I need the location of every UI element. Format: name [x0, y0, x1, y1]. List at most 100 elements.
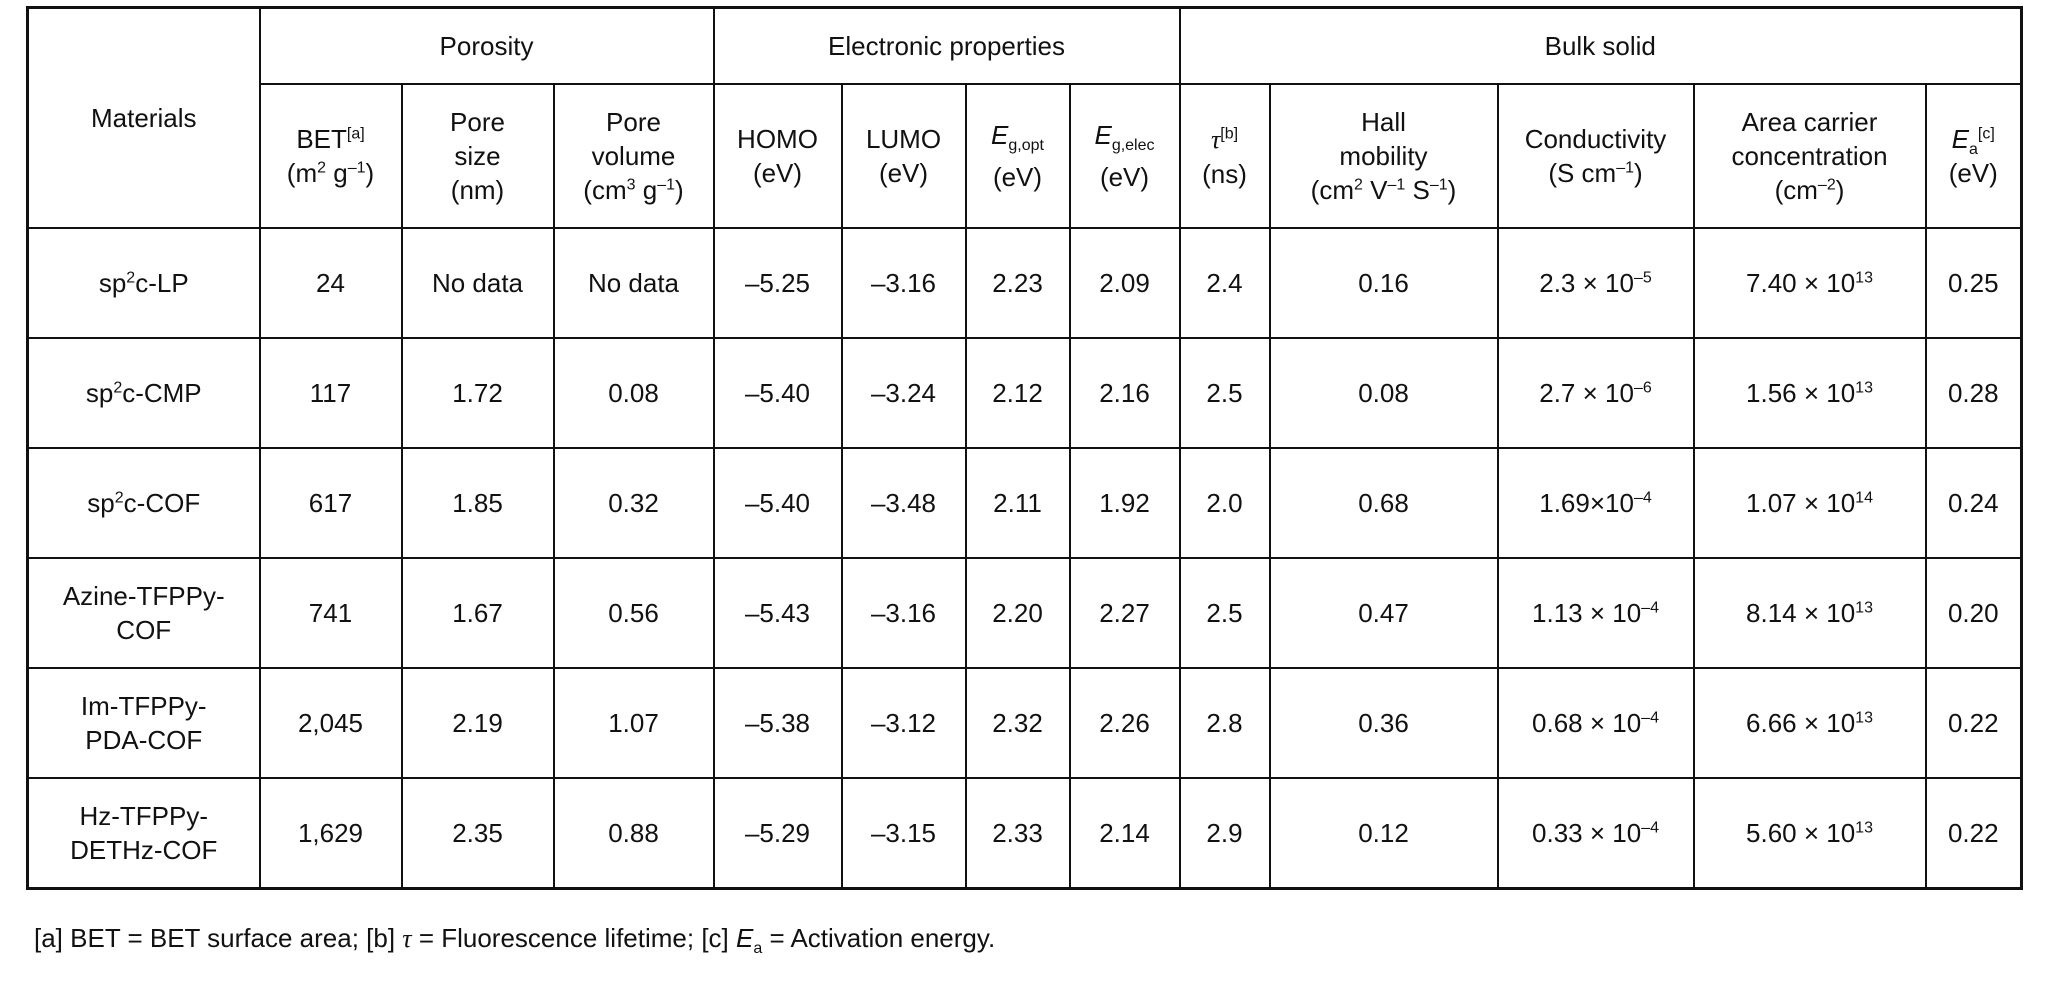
table-row: sp2c-COF 617 1.85 0.32 –5.40 –3.48 2.11 … — [26, 447, 2023, 559]
cell-conductivity: 2.3 × 10–5 — [1496, 227, 1695, 339]
cell-pore-volume: 0.08 — [552, 337, 715, 449]
header-pore-volume: Pore volume (cm3 g–1) — [552, 83, 715, 229]
header-pore-size: Pore size (nm) — [400, 83, 555, 229]
cell-carrier-concentration: 1.07 × 1014 — [1692, 447, 1927, 559]
cell-carrier-concentration: 8.14 × 1013 — [1692, 557, 1927, 669]
table-row: sp2c-CMP 117 1.72 0.08 –5.40 –3.24 2.12 … — [26, 337, 2023, 449]
cell-pore-size: 2.35 — [400, 777, 555, 890]
cell-ea: 0.25 — [1924, 227, 2023, 339]
header-electronic-properties: Electronic properties — [712, 6, 1181, 85]
cell-conductivity: 1.69×10–4 — [1496, 447, 1695, 559]
header-bulk-solid: Bulk solid — [1178, 6, 2023, 85]
cell-eg-elec: 2.14 — [1068, 777, 1181, 890]
cell-homo: –5.40 — [712, 337, 843, 449]
cell-homo: –5.38 — [712, 667, 843, 779]
cell-pore-size: 1.67 — [400, 557, 555, 669]
cell-tau: 2.5 — [1178, 557, 1271, 669]
header-materials: Materials — [26, 6, 261, 229]
cell-eg-elec: 1.92 — [1068, 447, 1181, 559]
cell-lumo: –3.16 — [840, 557, 967, 669]
properties-table: Materials Porosity Electronic properties… — [26, 6, 2023, 890]
cell-ea: 0.22 — [1924, 777, 2023, 890]
header-conductivity: Conductivity (S cm–1) — [1496, 83, 1695, 229]
cell-eg-opt: 2.33 — [964, 777, 1071, 890]
header-area-carrier-concentration: Area carrier concentration (cm–2) — [1692, 83, 1927, 229]
cell-carrier-concentration: 6.66 × 1013 — [1692, 667, 1927, 779]
cell-eg-opt: 2.23 — [964, 227, 1071, 339]
cell-conductivity: 2.7 × 10–6 — [1496, 337, 1695, 449]
header-homo: HOMO (eV) — [712, 83, 843, 229]
table-footnote: [a] BET = BET surface area; [b] τ = Fluo… — [34, 923, 996, 958]
cell-lumo: –3.16 — [840, 227, 967, 339]
cell-ea: 0.20 — [1924, 557, 2023, 669]
cell-lumo: –3.24 — [840, 337, 967, 449]
cell-eg-elec: 2.26 — [1068, 667, 1181, 779]
cell-pore-volume: 1.07 — [552, 667, 715, 779]
table-row: Im-TFPPy- PDA-COF 2,045 2.19 1.07 –5.38 –… — [26, 667, 2023, 779]
cell-material: Hz-TFPPy- DETHz-COF — [26, 777, 261, 890]
cell-bet: 617 — [258, 447, 403, 559]
cell-material: Im-TFPPy- PDA-COF — [26, 667, 261, 779]
header-group-row: Materials Porosity Electronic properties… — [26, 6, 2023, 229]
cell-material: sp2c-COF — [26, 447, 261, 559]
header-eg-elec: Eg,elec (eV) — [1068, 83, 1181, 229]
cell-hall-mobility: 0.47 — [1268, 557, 1499, 669]
cell-eg-elec: 2.09 — [1068, 227, 1181, 339]
cell-eg-opt: 2.32 — [964, 667, 1071, 779]
cell-pore-size: 1.72 — [400, 337, 555, 449]
cell-bet: 741 — [258, 557, 403, 669]
cell-lumo: –3.48 — [840, 447, 967, 559]
cell-carrier-concentration: 1.56 × 1013 — [1692, 337, 1927, 449]
cell-carrier-concentration: 5.60 × 1013 — [1692, 777, 1927, 890]
cell-eg-opt: 2.11 — [964, 447, 1071, 559]
cell-tau: 2.0 — [1178, 447, 1271, 559]
cell-hall-mobility: 0.68 — [1268, 447, 1499, 559]
cell-bet: 24 — [258, 227, 403, 339]
table-container: Materials Porosity Electronic properties… — [26, 6, 2023, 890]
cell-homo: –5.25 — [712, 227, 843, 339]
cell-bet: 2,045 — [258, 667, 403, 779]
header-ea: Ea[c] (eV) — [1924, 83, 2023, 229]
cell-hall-mobility: 0.36 — [1268, 667, 1499, 779]
cell-hall-mobility: 0.08 — [1268, 337, 1499, 449]
cell-lumo: –3.15 — [840, 777, 967, 890]
table-row: Hz-TFPPy- DETHz-COF 1,629 2.35 0.88 –5.29… — [26, 777, 2023, 890]
cell-conductivity: 0.68 × 10–4 — [1496, 667, 1695, 779]
cell-conductivity: 1.13 × 10–4 — [1496, 557, 1695, 669]
cell-conductivity: 0.33 × 10–4 — [1496, 777, 1695, 890]
header-subcolumn-row: BET[a] (m2 g–1) Pore size (nm) Pore volume (c… — [28, 83, 2023, 229]
header-eg-opt: Eg,opt (eV) — [964, 83, 1071, 229]
header-bet: BET[a] (m2 g–1) — [258, 83, 403, 229]
cell-lumo: –3.12 — [840, 667, 967, 779]
cell-hall-mobility: 0.16 — [1268, 227, 1499, 339]
cell-ea: 0.22 — [1924, 667, 2023, 779]
table-row: sp2c-LP 24 No data No data –5.25 –3.16 2… — [26, 227, 2023, 339]
cell-tau: 2.4 — [1178, 227, 1271, 339]
cell-pore-volume: 0.56 — [552, 557, 715, 669]
cell-eg-elec: 2.27 — [1068, 557, 1181, 669]
table-row: Azine-TFPPy- COF 741 1.67 0.56 –5.43 –3.1… — [26, 557, 2023, 669]
cell-eg-opt: 2.20 — [964, 557, 1071, 669]
cell-homo: –5.43 — [712, 557, 843, 669]
cell-bet: 117 — [258, 337, 403, 449]
header-tau: τ[b] (ns) — [1178, 83, 1271, 229]
header-lumo: LUMO (eV) — [840, 83, 967, 229]
cell-pore-size: 1.85 — [400, 447, 555, 559]
cell-pore-volume: 0.32 — [552, 447, 715, 559]
cell-homo: –5.40 — [712, 447, 843, 559]
cell-tau: 2.5 — [1178, 337, 1271, 449]
cell-carrier-concentration: 7.40 × 1013 — [1692, 227, 1927, 339]
header-hall-mobility: Hall mobility (cm2 V–1 S–1) — [1268, 83, 1499, 229]
cell-tau: 2.9 — [1178, 777, 1271, 890]
cell-pore-volume: 0.88 — [552, 777, 715, 890]
cell-ea: 0.24 — [1924, 447, 2023, 559]
cell-ea: 0.28 — [1924, 337, 2023, 449]
cell-hall-mobility: 0.12 — [1268, 777, 1499, 890]
cell-pore-size: 2.19 — [400, 667, 555, 779]
cell-material: sp2c-CMP — [26, 337, 261, 449]
cell-tau: 2.8 — [1178, 667, 1271, 779]
cell-eg-opt: 2.12 — [964, 337, 1071, 449]
cell-bet: 1,629 — [258, 777, 403, 890]
cell-pore-size: No data — [400, 227, 555, 339]
header-porosity: Porosity — [258, 6, 715, 85]
